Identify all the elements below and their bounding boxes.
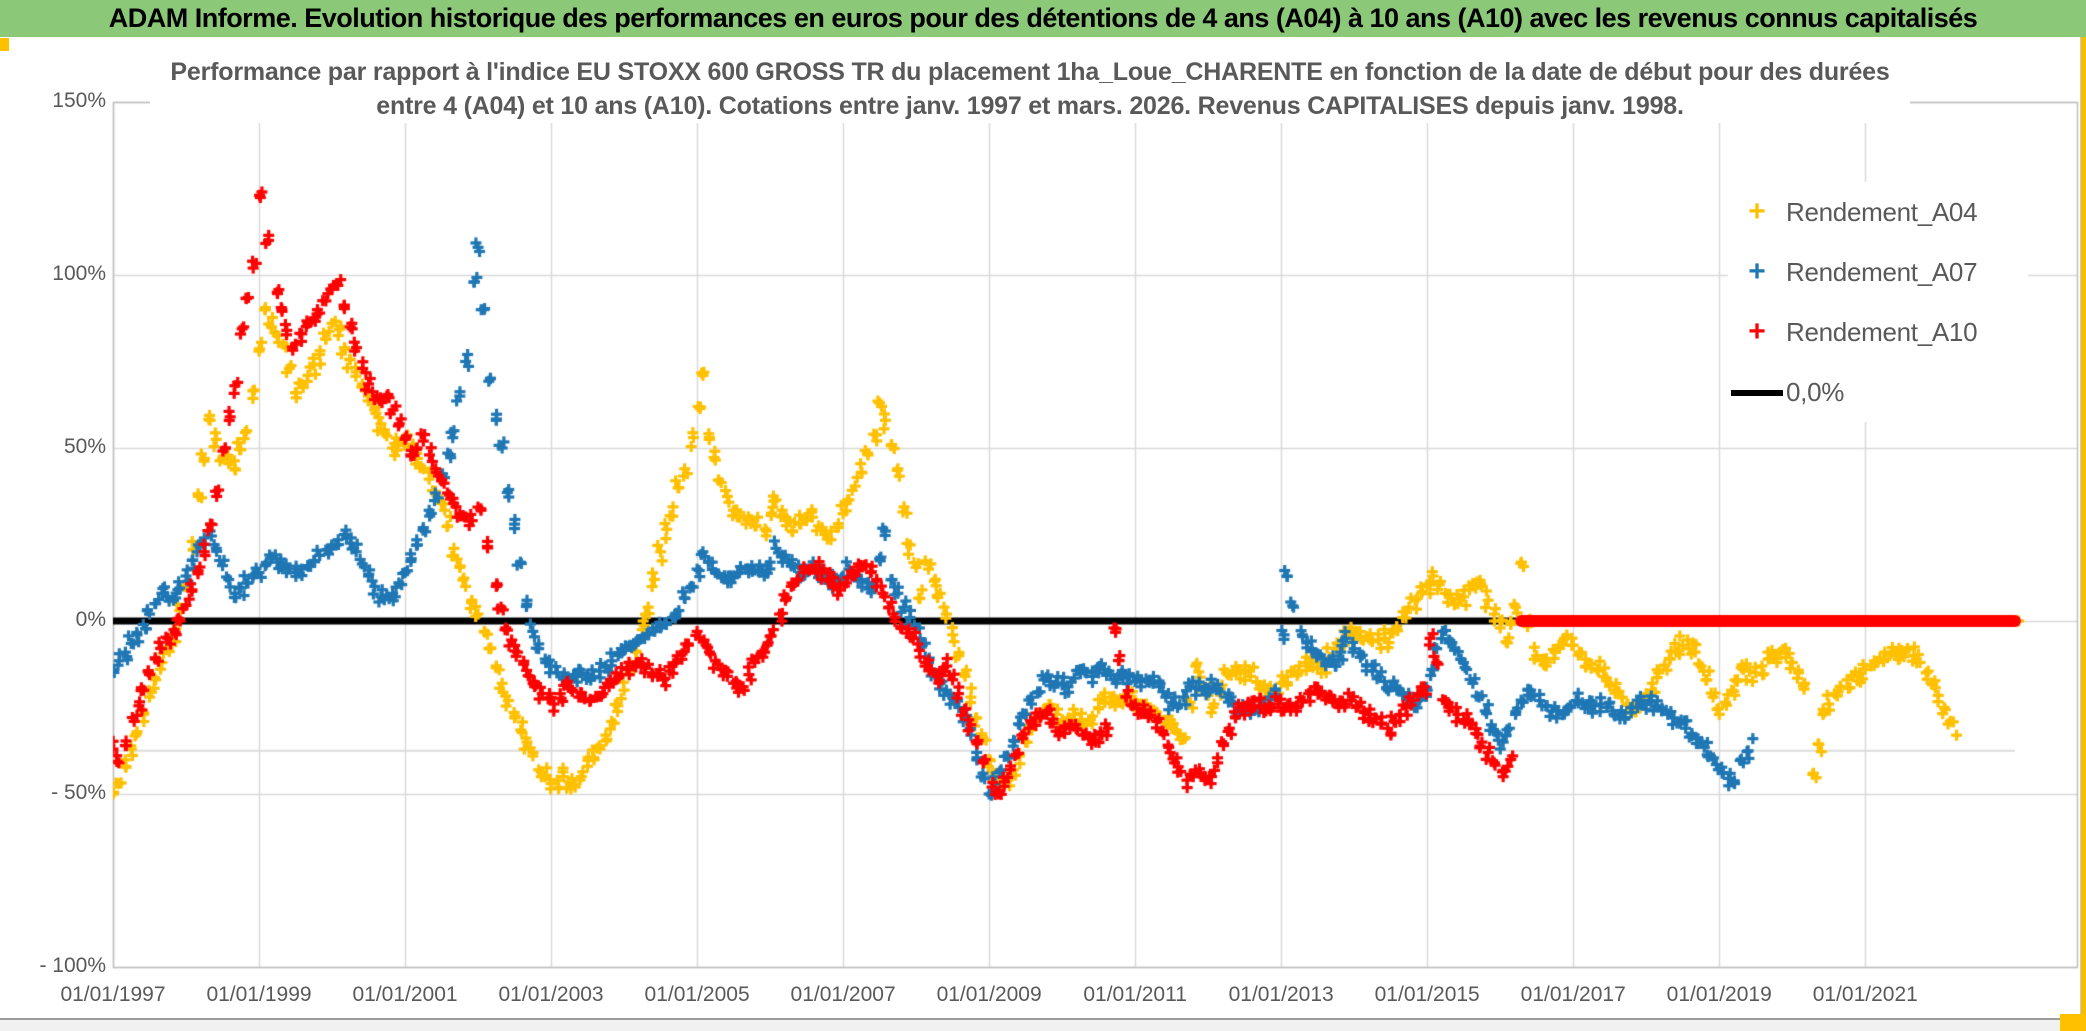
x-tick-label: 01/01/2021 (1812, 983, 1918, 1006)
legend-item-zero-line[interactable]: 0,0% (1728, 362, 2028, 422)
legend-item-rendement-a10[interactable]: + Rendement_A10 (1728, 302, 2028, 362)
plus-marker-icon: + (1748, 315, 1766, 348)
legend-item-rendement-a04[interactable]: + Rendement_A04 (1728, 182, 2028, 242)
y-tick-label: 0% (75, 608, 106, 631)
y-tick-label: 50% (63, 435, 106, 458)
chart-legend: + Rendement_A04 + Rendement_A07 + Rendem… (1728, 182, 2028, 422)
legend-label: Rendement_A04 (1786, 196, 1978, 227)
x-tick-label: 01/01/2019 (1666, 983, 1772, 1006)
chart-title-line1: Performance par rapport à l'indice EU ST… (170, 58, 1890, 86)
right-border-line (2080, 37, 2081, 1031)
y-tick-label: 100% (52, 262, 106, 285)
zero-line-swatch-icon (1728, 383, 1786, 401)
bottom-edge-strip (0, 1018, 2086, 1031)
x-tick-label: 01/01/1997 (60, 983, 166, 1006)
x-tick-label: 01/01/2011 (1083, 983, 1187, 1006)
x-tick-label: 01/01/2003 (498, 983, 604, 1006)
plus-marker-icon: + (1748, 195, 1766, 228)
plus-marker-icon: + (1748, 255, 1766, 288)
legend-item-rendement-a07[interactable]: + Rendement_A07 (1728, 242, 2028, 302)
x-tick-label: 01/01/2005 (644, 983, 750, 1006)
legend-label: Rendement_A07 (1786, 256, 1978, 287)
x-tick-label: 01/01/2017 (1520, 983, 1626, 1006)
bottom-right-corner-marker (2060, 1014, 2086, 1031)
x-tick-label: 01/01/1999 (206, 983, 312, 1006)
chart-title-line2: entre 4 (A04) et 10 ans (A10). Cotations… (376, 92, 1684, 120)
x-tick-label: 01/01/2013 (1228, 983, 1334, 1006)
legend-label: 0,0% (1786, 376, 1845, 407)
y-tick-label: 150% (52, 89, 106, 112)
y-tick-label: - 100% (39, 954, 106, 977)
x-tick-label: 01/01/2015 (1374, 983, 1480, 1006)
left-edge-marker (0, 38, 9, 51)
x-tick-label: 01/01/2001 (352, 983, 458, 1006)
x-tick-label: 01/01/2009 (936, 983, 1042, 1006)
x-tick-label: 01/01/2007 (790, 983, 896, 1006)
y-tick-label: - 50% (51, 781, 106, 804)
legend-label: Rendement_A10 (1786, 316, 1978, 347)
right-edge-strip (2081, 37, 2086, 1031)
chart-title: Performance par rapport à l'indice EU ST… (150, 55, 1910, 123)
